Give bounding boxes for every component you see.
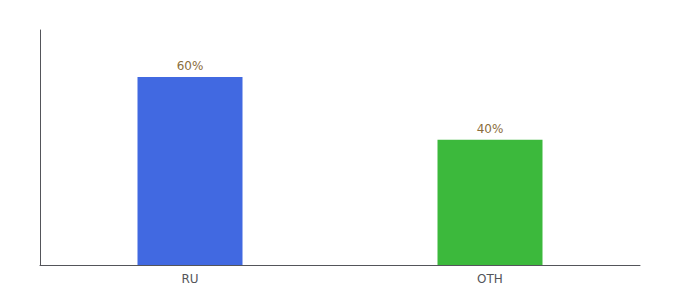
svg-text:OTH: OTH bbox=[477, 272, 503, 286]
svg-text:60%: 60% bbox=[177, 59, 204, 73]
svg-text:RU: RU bbox=[181, 272, 198, 286]
svg-text:40%: 40% bbox=[477, 122, 504, 136]
